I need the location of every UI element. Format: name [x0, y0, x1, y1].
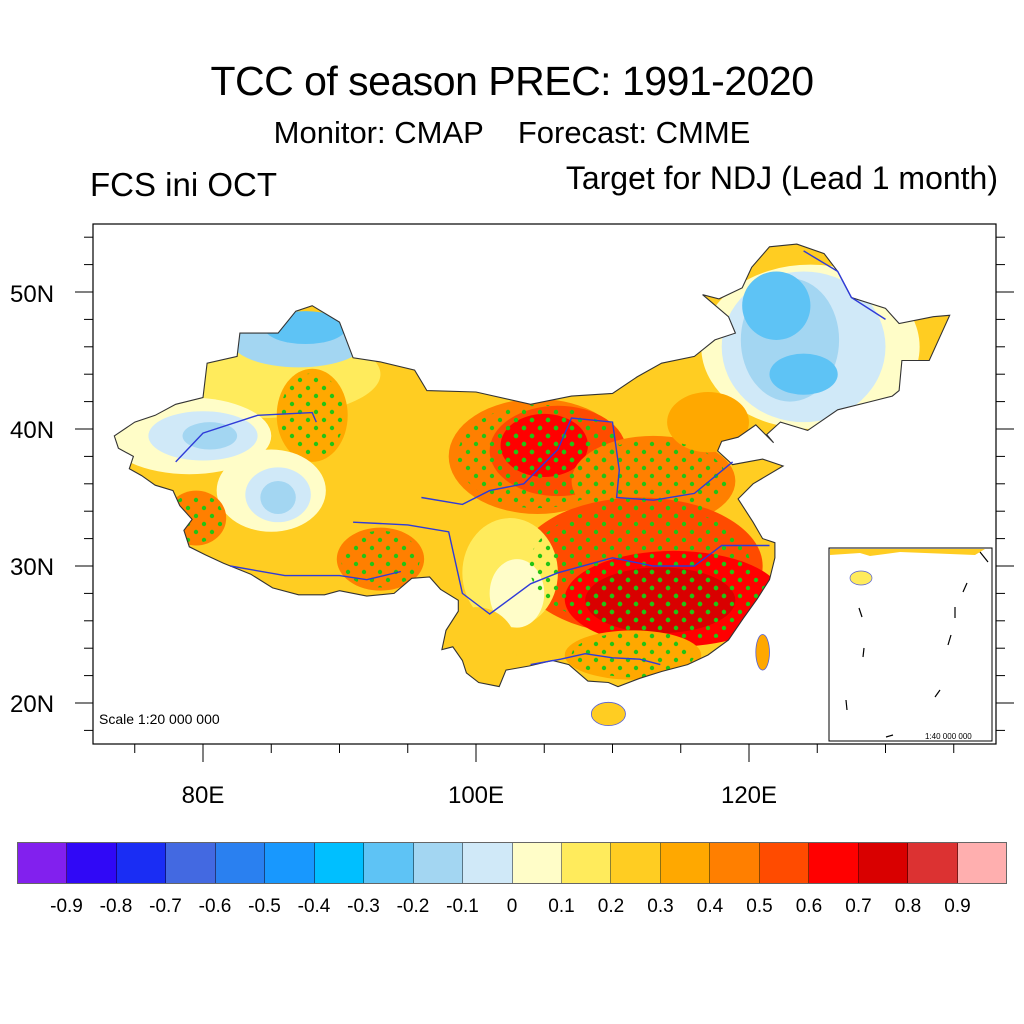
colorbar-box: [561, 843, 612, 883]
colorbar-label: -0.2: [396, 896, 430, 917]
significance-stipple: [341, 530, 420, 588]
lat-label-20n: 20N: [10, 691, 55, 718]
inset-scale-label: 1:40 000 000: [925, 732, 972, 741]
colorbar-box: [759, 843, 810, 883]
river-line: [530, 652, 661, 666]
nine-dash-segment: [858, 607, 863, 618]
river-line: [421, 417, 734, 506]
colorbar-label: -0.9: [50, 896, 83, 917]
inset-coast: [830, 549, 985, 556]
river-line: [230, 565, 402, 581]
colorbar-box: [116, 843, 167, 883]
inset-hainan: [849, 570, 873, 586]
colorbar-box: [413, 843, 464, 883]
china-border: [113, 243, 951, 688]
significance-stipple: [579, 440, 728, 522]
colorbar-label: -0.8: [99, 896, 133, 917]
nine-dash-segment: [962, 582, 968, 593]
colorbar-label: 0.8: [894, 896, 922, 917]
tcc-contour: [182, 422, 238, 450]
nine-dash-segment: [862, 647, 865, 658]
map-scale-label: Scale 1:20 000 000: [99, 711, 220, 727]
chart-subtitle: Monitor: CMAP Forecast: CMME: [0, 115, 1024, 151]
colorbar-box: [364, 843, 414, 883]
lon-label-100e: 100E: [447, 782, 505, 809]
colorbar-box: [611, 843, 661, 883]
inset-map: [830, 549, 989, 738]
colorbar-label: 0.3: [647, 896, 674, 917]
lon-label-80e: 80E: [181, 782, 225, 809]
river-line: [803, 250, 886, 320]
colorbar-box: [908, 843, 958, 883]
colorbar-box: [166, 843, 216, 883]
colorbar: [17, 842, 1007, 884]
colorbar-box: [710, 843, 760, 883]
forecast-label: Forecast: CMME: [517, 115, 751, 150]
nine-dash-segment: [885, 734, 894, 738]
colorbar-box: [314, 843, 365, 883]
axis-ticks: [75, 236, 1014, 762]
chart-title: TCC of season PREC: 1991-2020: [210, 58, 814, 104]
tcc-contour: [769, 353, 838, 395]
significance-stipple: [280, 373, 345, 458]
tcc-contour: [667, 392, 749, 453]
colorbar-label: -0.6: [198, 896, 232, 917]
colorbar-label: 0.9: [944, 896, 971, 917]
colorbar-box: [809, 843, 859, 883]
colorbar-box: [265, 843, 315, 883]
nine-dash-segment: [845, 699, 848, 711]
monitor-label: Monitor: CMAP: [273, 115, 484, 150]
tcc-contour: [260, 481, 296, 514]
colorbar-box: [18, 843, 68, 883]
island: [590, 701, 626, 727]
init-label: FCS ini OCT: [90, 166, 278, 203]
colorbar-label: 0.5: [746, 896, 773, 917]
colorbar-box: [512, 843, 562, 883]
colorbar-label: 0.7: [845, 896, 872, 917]
lat-label-40n: 40N: [10, 417, 55, 444]
lat-label-50n: 50N: [10, 281, 55, 308]
colorbar-label: -0.4: [297, 896, 331, 917]
colorbar-box: [660, 843, 711, 883]
colorbar-label: 0.4: [696, 896, 724, 917]
colorbar-label: 0: [506, 896, 518, 917]
colorbar-label: -0.7: [149, 896, 182, 917]
nine-dash-segment: [934, 689, 941, 698]
colorbar-label: -0.3: [347, 896, 380, 917]
significance-stipple: [592, 570, 728, 630]
colorbar-box: [858, 843, 909, 883]
colorbar-label: -0.5: [248, 896, 281, 917]
lat-label-30n: 30N: [10, 554, 55, 581]
lon-label-120e: 120E: [720, 782, 778, 809]
river-line: [175, 411, 317, 463]
target-label: Target for NDJ (Lead 1 month): [565, 160, 998, 196]
island: [755, 634, 770, 671]
colorbar-box: [215, 843, 266, 883]
significance-stipple: [504, 417, 584, 474]
colorbar-label: 0.1: [548, 896, 575, 917]
nine-dash-segment: [979, 551, 989, 563]
colorbar-label: 0.6: [795, 896, 823, 917]
colorbar-box: [957, 843, 1007, 883]
tcc-contour: [742, 271, 811, 340]
nine-dash-segment: [947, 634, 952, 646]
colorbar-label: 0.2: [597, 896, 625, 917]
colorbar-box: [67, 843, 117, 883]
colorbar-box: [463, 843, 513, 883]
significance-stipple: [571, 632, 695, 678]
colorbar-label: -0.1: [446, 896, 479, 917]
rivers: [175, 250, 886, 666]
river-line: [353, 521, 770, 615]
